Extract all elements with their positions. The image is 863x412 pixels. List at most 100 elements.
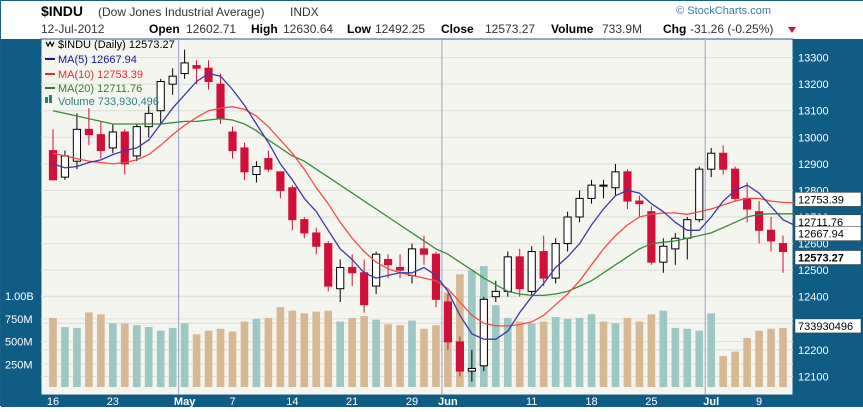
volume-bar <box>360 316 368 387</box>
candle-body <box>743 197 752 210</box>
price-tick-label: 12200 <box>798 345 829 357</box>
price-tick-label: 12400 <box>798 292 829 304</box>
volume-bar <box>336 321 345 387</box>
price-tick-label: 12500 <box>798 265 829 277</box>
volume-bar <box>168 327 177 387</box>
volume-tag: 733930496 <box>798 321 853 333</box>
candle-body <box>611 171 620 189</box>
ma20-line <box>52 110 795 297</box>
legend-ma20: MA(20) 12711.76 <box>58 83 142 95</box>
volume-bar <box>743 337 751 387</box>
ma10-tag: 12753.39 <box>798 194 844 206</box>
volume-bar <box>144 327 153 387</box>
candle-body <box>623 171 632 202</box>
candle-body <box>491 290 500 298</box>
candle-body <box>719 152 728 170</box>
volume-bar <box>300 313 309 387</box>
price-tick-label: 13000 <box>798 132 829 144</box>
candle-body <box>336 266 345 290</box>
candle-body <box>288 187 297 221</box>
brand-label: © StockCharts.com <box>676 5 771 17</box>
candle-body <box>695 168 704 221</box>
volume-bar <box>228 331 237 387</box>
volume-bar <box>108 323 117 387</box>
volume-bar <box>192 334 201 387</box>
volume-bar <box>132 325 141 387</box>
ma10-line <box>52 106 796 327</box>
volume-bar <box>695 330 704 387</box>
candle-body <box>395 266 405 271</box>
volume-bar <box>515 321 524 387</box>
candle-body <box>778 243 788 253</box>
x-tick-label: 9 <box>756 396 762 407</box>
candle-body <box>120 131 129 165</box>
candle-body <box>503 256 512 292</box>
volume-bar <box>204 330 213 387</box>
volume-bar <box>468 270 476 387</box>
left-frame <box>1 39 41 407</box>
candle-body <box>551 243 560 279</box>
volume-bar <box>755 330 763 387</box>
legend-ma10: MA(10) 12753.39 <box>58 69 143 81</box>
exchange-label: INDX <box>290 5 319 19</box>
volume-bar <box>611 323 620 387</box>
candle-body <box>587 184 596 199</box>
x-tick-label: 23 <box>107 396 119 407</box>
down-arrow-icon <box>788 27 796 33</box>
price-tick-label: 12600 <box>798 239 829 251</box>
chg-value: -31.26 (-0.25%) <box>690 22 773 36</box>
bottom-frame <box>1 395 863 407</box>
price-tick-label: 13200 <box>798 79 829 91</box>
volume-bar <box>719 356 728 387</box>
right-tags: 12753.39 12711.76 12667.94 12573.27 7339… <box>794 192 862 334</box>
volume-bar <box>312 311 321 387</box>
candle-body <box>168 75 177 85</box>
candle-body <box>252 166 261 175</box>
volume-bar <box>180 323 189 387</box>
candle-body <box>348 266 357 274</box>
close-value: 12573.27 <box>485 22 535 36</box>
price-tick-label: 13100 <box>798 106 829 118</box>
candle-body <box>372 253 381 287</box>
volume-bar <box>372 319 380 387</box>
volume-bar <box>767 328 775 387</box>
ma20-tag: 12711.76 <box>798 217 843 229</box>
candle-body <box>731 168 740 199</box>
volume-bar <box>408 320 416 387</box>
candle-body <box>443 301 453 343</box>
candle-legend-icon <box>45 40 55 48</box>
candle-body <box>108 131 117 149</box>
x-tick-label: 21 <box>346 396 358 407</box>
volume-bar <box>85 312 93 387</box>
volume-bar <box>527 323 536 387</box>
legend-price: $INDU (Daily) 12573.27 <box>58 39 175 51</box>
candle-body <box>264 158 273 170</box>
volume-value: 733.9M <box>602 22 642 36</box>
volume-tick-label: 1.00B <box>5 291 34 303</box>
volume-tick-label: 750M <box>5 314 33 326</box>
candle-body <box>707 152 716 170</box>
chg-label: Chg <box>663 22 686 36</box>
candle-body <box>324 243 333 287</box>
candle-body <box>563 216 572 245</box>
candle-body <box>599 184 608 187</box>
volume-bar <box>456 274 464 387</box>
volume-bar <box>240 321 249 387</box>
symbol-label: $INDU <box>41 3 83 19</box>
candle-body <box>766 229 776 242</box>
volume-bar <box>635 321 644 387</box>
candle-body <box>360 272 369 306</box>
candle-body <box>216 83 225 120</box>
x-tick-label: May <box>174 396 196 407</box>
x-tick-label: 7 <box>229 396 235 407</box>
candle-body <box>192 65 201 69</box>
volume-bar <box>324 310 333 387</box>
low-label: Low <box>347 22 372 36</box>
volume-bar <box>264 317 273 387</box>
candle-body <box>180 62 189 75</box>
x-tick-label: 16 <box>47 396 59 407</box>
volume-bar <box>61 327 69 387</box>
high-value: 12630.64 <box>283 22 333 36</box>
volume-bar <box>396 325 404 387</box>
